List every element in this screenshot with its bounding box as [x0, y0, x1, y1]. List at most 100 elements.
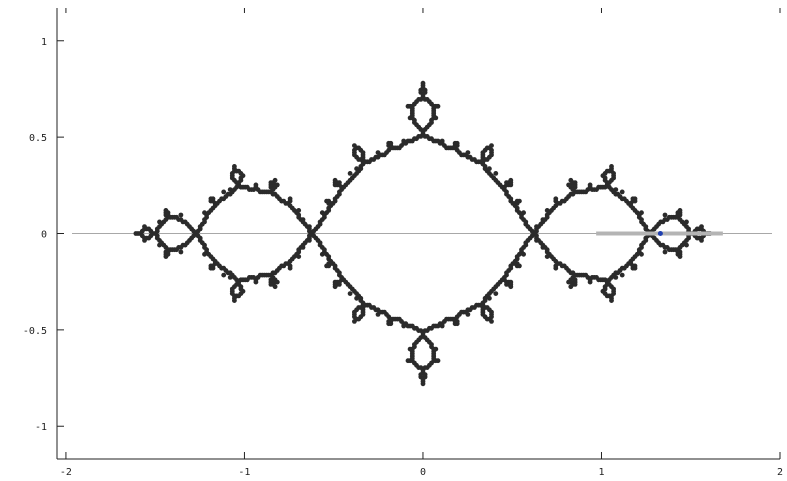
fractal-point	[534, 233, 539, 239]
fractal-point	[322, 247, 327, 253]
fractal-point	[154, 233, 160, 239]
fractal-point	[274, 279, 280, 285]
fractal-point	[240, 173, 246, 179]
fractal-point	[572, 277, 578, 283]
fractal-point	[514, 205, 520, 211]
fractal-point	[699, 224, 704, 230]
x-tick-label: 2	[777, 467, 783, 478]
fractal-point	[422, 372, 428, 377]
fractal-point	[433, 115, 439, 121]
fractal-point	[197, 235, 203, 241]
highlight-marker	[657, 231, 663, 236]
fractal-point	[454, 319, 460, 324]
fractal-point	[677, 249, 683, 255]
fractal-point	[347, 171, 353, 176]
fractal-point	[639, 210, 644, 216]
fractal-point	[465, 150, 471, 156]
fractal-point	[508, 196, 514, 202]
fractal-point	[489, 147, 494, 153]
fractal-point	[517, 263, 522, 269]
fractal-point	[639, 217, 644, 223]
fractal-point	[165, 210, 171, 216]
fractal-point	[684, 219, 689, 225]
fractal-point	[553, 196, 559, 202]
fractal-point	[619, 189, 625, 195]
fractal-point	[358, 295, 364, 301]
fractal-point	[240, 288, 246, 294]
fractal-point	[422, 87, 428, 93]
fractal-point	[435, 358, 441, 364]
fractal-point	[178, 249, 184, 255]
fractal-point	[643, 224, 649, 230]
fractal-point	[465, 312, 471, 317]
fractal-point	[609, 164, 614, 169]
fractal-point	[677, 208, 683, 213]
x-tick-label: -1	[238, 467, 250, 478]
x-tick-label: -2	[60, 467, 72, 478]
fractal-point	[274, 182, 280, 188]
fractal-point	[232, 164, 237, 169]
fractal-point	[508, 279, 514, 285]
fractal-point	[388, 140, 394, 146]
y-tick-label: 1	[41, 37, 47, 48]
fractal-point	[489, 309, 494, 315]
x-ticks: -2 -1 0 1 2	[60, 8, 783, 478]
fractal-point	[221, 272, 227, 278]
fractal-point	[296, 254, 302, 259]
fractal-series	[133, 80, 713, 387]
fractal-point	[272, 177, 278, 183]
fractal-point	[296, 212, 302, 218]
fractal-point	[487, 295, 492, 301]
y-ticks: 1 0.5 0 -0.5 -1	[23, 37, 64, 433]
fractal-point	[493, 171, 499, 176]
fractal-point	[517, 198, 522, 204]
fractal-point	[420, 80, 426, 86]
fractal-point	[632, 196, 638, 202]
fractal-point	[662, 249, 668, 255]
fractal-point	[489, 319, 494, 324]
fractal-point	[684, 242, 689, 248]
fractal-point	[613, 275, 619, 280]
fractal-point	[613, 187, 619, 193]
fractal-point	[493, 291, 499, 296]
fractal-point	[307, 224, 312, 230]
fractal-point	[686, 226, 691, 232]
fractal-point	[296, 208, 302, 213]
fractal-point	[523, 219, 529, 225]
fractal-point	[521, 210, 526, 216]
fractal-point	[639, 251, 644, 257]
fractal-point	[337, 270, 342, 276]
fractal-point	[433, 346, 439, 352]
fractal-point	[572, 180, 578, 186]
fractal-point	[300, 217, 306, 223]
x-tick-label: 0	[420, 467, 426, 478]
fractal-point	[611, 286, 616, 292]
fractal-point	[619, 272, 625, 278]
fractal-point	[332, 263, 338, 269]
y-tick-label: -1	[35, 422, 47, 433]
fractal-point	[253, 182, 259, 188]
fractal-point	[287, 263, 293, 269]
fractal-point	[632, 263, 638, 269]
fractal-point	[602, 175, 608, 181]
fractal-point	[238, 284, 244, 290]
fractal-point	[221, 189, 227, 195]
fractal-point	[337, 180, 342, 186]
fractal-point	[508, 177, 514, 183]
fractal-point	[347, 291, 353, 296]
x-tick-label: 1	[598, 467, 604, 478]
fractal-point	[482, 164, 488, 169]
fractal-point	[544, 247, 550, 253]
fractal-point	[360, 150, 366, 156]
fractal-point	[504, 189, 509, 195]
y-tick-label: 0	[41, 230, 47, 241]
fractal-point	[611, 171, 616, 176]
fractal-point	[521, 251, 526, 257]
fractal-point	[587, 182, 593, 188]
fractal-point	[272, 284, 278, 290]
fractal-point	[287, 196, 293, 202]
fractal-point	[204, 247, 210, 253]
fractal-point	[454, 140, 460, 146]
